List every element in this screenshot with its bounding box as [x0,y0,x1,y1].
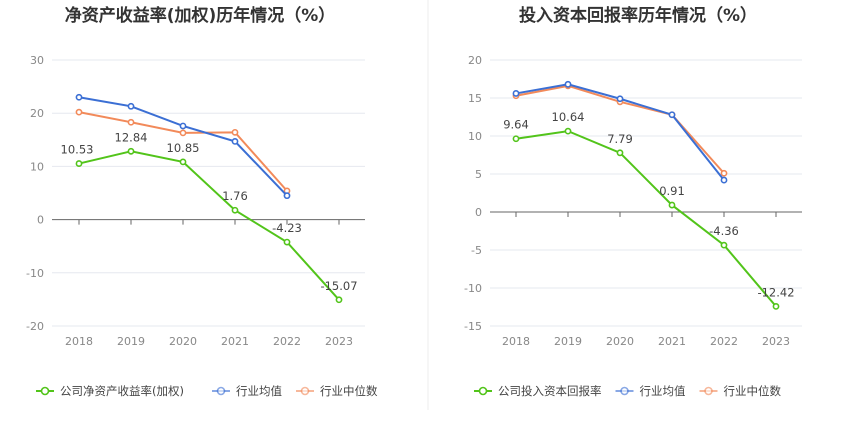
data-point[interactable] [668,111,676,119]
data-point[interactable] [512,135,520,143]
legend-marker [40,386,50,396]
y-tick-label: -15 [464,320,482,333]
data-point[interactable] [668,201,676,209]
legend-label: 行业均值 [236,384,282,398]
data-point[interactable] [616,95,624,103]
chart-2: 投入资本回报率历年情况（%） 20 15 10 5 0 -5 -10 -15 2018 2019 20… [464,5,802,398]
x-tick-label: 2023 [325,335,353,348]
data-label: -4.36 [709,224,739,238]
data-point[interactable] [720,176,728,184]
x-tick-label: 2020 [169,335,197,348]
legend-label: 公司净资产收益率(加权) [60,384,184,398]
y-tick-label: 10 [30,160,44,173]
x-tick-label: 2020 [606,335,634,348]
data-point[interactable] [127,102,135,110]
x-tick-label: 2022 [710,335,738,348]
y-tick-label: -20 [26,320,44,333]
data-label: 12.84 [115,130,148,144]
data-point[interactable] [127,118,135,126]
data-label: 1.76 [222,189,248,203]
data-point[interactable] [283,238,291,246]
legend-item[interactable]: 行业中位数 [699,384,782,398]
data-point[interactable] [231,128,239,136]
data-label: 0.91 [659,184,685,198]
data-point[interactable] [564,127,572,135]
data-point[interactable] [179,129,187,137]
y-tick-label: -10 [464,282,482,295]
data-label: -12.42 [757,285,794,299]
x-tick-label: 2019 [117,335,145,348]
data-point[interactable] [75,93,83,101]
x-tick-label: 2018 [65,335,93,348]
chart-title: 投入资本回报率历年情况（%） [519,5,757,26]
legend-marker [704,386,713,396]
data-point[interactable] [75,160,83,167]
x-tick-label: 2018 [502,335,530,348]
legend-marker [620,386,629,396]
data-point[interactable] [127,147,135,155]
legend-marker [478,386,488,396]
chart-1: 净资产收益率(加权)历年情况（%） 30 20 10 0 -10 -20 2018 2019 20… [26,5,378,398]
data-point[interactable] [616,149,624,157]
x-tick-label: 2023 [762,335,790,348]
series-line [515,130,777,308]
chart-title: 净资产收益率(加权)历年情况（%） [65,5,336,26]
legend-item[interactable]: 行业均值 [212,384,282,398]
y-tick-label: 5 [475,168,482,181]
legend-label: 公司投入资本回报率 [498,384,602,398]
data-point[interactable] [564,80,572,88]
data-point[interactable] [75,108,83,116]
data-point[interactable] [231,206,239,214]
data-label: -15.07 [320,279,357,293]
x-tick-label: 2021 [658,335,686,348]
data-point[interactable] [720,169,728,177]
data-point[interactable] [283,192,291,200]
y-tick-label: 20 [30,107,44,120]
data-point[interactable] [772,302,780,310]
legend-label: 行业均值 [640,384,686,398]
data-label: 9.64 [503,118,529,132]
x-tick-label: 2022 [273,335,301,348]
y-tick-label: 0 [475,206,482,219]
legend-label: 行业中位数 [320,384,378,398]
legend-label: 行业中位数 [724,384,782,398]
y-tick-label: 10 [468,130,482,143]
legend-marker [300,386,310,396]
data-point[interactable] [512,90,520,97]
data-point[interactable] [179,158,187,166]
y-tick-label: -5 [471,244,482,257]
y-tick-label: 30 [30,54,44,67]
y-tick-label: 20 [468,54,482,67]
legend-item[interactable]: 行业均值 [615,384,686,398]
data-point[interactable] [720,241,728,249]
data-point[interactable] [231,137,239,145]
legend-marker [216,386,226,396]
data-label: 10.85 [167,141,200,155]
data-point[interactable] [179,122,187,130]
y-tick-label: 15 [468,92,482,105]
data-label: -4.23 [272,221,302,235]
legend-item[interactable]: 公司投入资本回报率 [474,384,602,398]
x-tick-label: 2019 [554,335,582,348]
data-point[interactable] [335,296,343,304]
y-tick-label: 0 [37,214,44,227]
y-tick-label: -10 [26,267,44,280]
legend-item[interactable]: 公司净资产收益率(加权) [36,384,184,398]
legend-item[interactable]: 行业中位数 [296,384,378,398]
data-label: 7.79 [607,132,633,146]
series-line [78,150,340,301]
x-tick-label: 2021 [221,335,249,348]
data-label: 10.53 [61,143,94,157]
data-label: 10.64 [552,110,585,124]
